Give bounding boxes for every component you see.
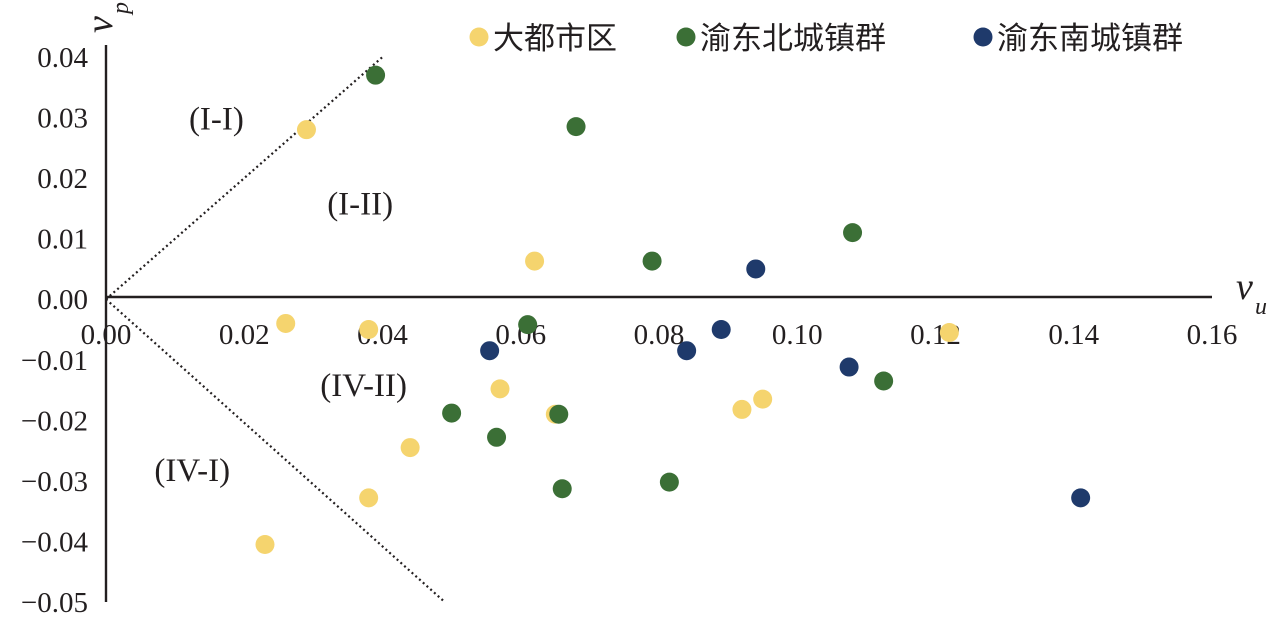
x-tick-label: 0.00: [81, 319, 132, 351]
data-point: [566, 117, 586, 137]
legend-label: 渝东北城镇群: [700, 21, 886, 57]
x-tick-label: 0.08: [634, 319, 685, 351]
data-point: [874, 371, 894, 391]
data-point: [642, 251, 662, 271]
data-point: [843, 223, 863, 243]
data-point: [839, 357, 859, 377]
data-point: [490, 379, 510, 399]
y-tick-label: 0.00: [37, 284, 88, 316]
data-point: [518, 315, 538, 335]
region-labels: (I-I) (I-II) (IV-II) (IV-I): [154, 102, 407, 489]
y-tick-label: 0.01: [37, 224, 88, 256]
y-axis-title-sub: p: [108, 2, 134, 16]
guide-line: [105, 298, 446, 603]
legend-label: 大都市区: [493, 21, 617, 57]
data-point: [659, 472, 679, 492]
region-label: (I-II): [327, 186, 393, 222]
x-tick-labels: 0.00 0.02 0.04 0.06 0.08 0.10 0.12 0.14 0.16: [81, 319, 1238, 351]
y-tick-label: −0.03: [21, 466, 88, 498]
x-axis-title: v u: [1236, 266, 1267, 320]
region-label: (IV-I): [154, 453, 230, 489]
x-axis-title-main: v: [1236, 266, 1253, 308]
data-point: [1071, 488, 1091, 508]
data-points: [255, 65, 1091, 554]
data-point: [276, 313, 296, 333]
data-point: [359, 320, 379, 339]
y-tick-label: 0.03: [37, 103, 88, 135]
y-tick-label: −0.04: [21, 526, 89, 558]
legend-marker: [973, 27, 993, 47]
data-point: [487, 427, 507, 447]
y-tick-labels: 0.04 0.03 0.02 0.01 0.00 −0.01 −0.02 −0.03 −0.04…: [21, 42, 89, 619]
y-tick-label: −0.02: [21, 405, 88, 437]
data-point: [552, 479, 572, 499]
data-point: [255, 534, 275, 554]
y-tick-label: 0.04: [37, 42, 88, 74]
y-tick-label: −0.05: [21, 587, 88, 619]
guide-line: [105, 56, 384, 301]
legend-label: 渝东南城镇群: [997, 21, 1183, 57]
y-axis-title-main: v: [79, 16, 121, 33]
x-tick-label: 0.14: [1048, 319, 1099, 351]
data-point: [442, 403, 462, 423]
data-point: [711, 320, 731, 339]
data-point: [359, 488, 379, 508]
data-point: [746, 259, 766, 279]
data-point: [677, 341, 697, 361]
legend: 大都市区 渝东北城镇群 渝东南城镇群: [469, 21, 1183, 57]
x-tick-label: 0.02: [219, 319, 270, 351]
y-tick-label: −0.01: [21, 345, 88, 377]
x-tick-label: 0.16: [1187, 319, 1238, 351]
legend-marker: [469, 27, 489, 47]
y-axis-title: v p: [79, 2, 134, 33]
data-point: [480, 341, 500, 361]
data-point: [366, 65, 386, 85]
data-point: [939, 323, 959, 343]
data-point: [525, 251, 545, 271]
region-label: (IV-II): [320, 368, 407, 404]
data-point: [400, 438, 420, 458]
data-point: [549, 404, 569, 424]
guide-lines: [105, 56, 446, 603]
data-point: [296, 120, 316, 140]
data-point: [753, 389, 773, 409]
x-axis-title-sub: u: [1255, 294, 1267, 320]
data-point: [732, 399, 752, 419]
y-tick-label: 0.02: [37, 163, 88, 195]
axes: [104, 45, 1212, 602]
x-tick-label: 0.10: [772, 319, 823, 351]
region-label: (I-I): [189, 102, 244, 138]
legend-marker: [676, 27, 696, 47]
